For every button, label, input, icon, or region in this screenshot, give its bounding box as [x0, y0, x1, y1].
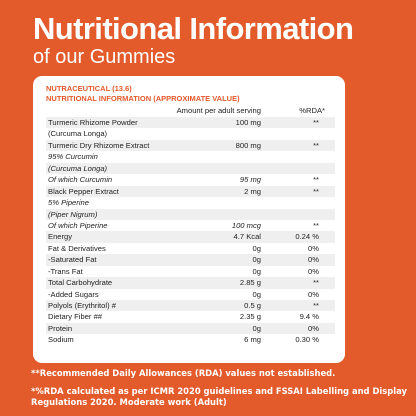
- table-row: 5% Piperine: [46, 197, 335, 208]
- row-label: Turmeric Rhizome Powder: [48, 118, 138, 127]
- row-label: Of which Curcumin: [48, 175, 113, 185]
- row-rda: 9.4 %: [299, 312, 319, 322]
- row-label: Total Carbohydrate: [48, 278, 113, 288]
- row-rda: 0%: [308, 266, 319, 276]
- table-row: Turmeric Dry Rhizome Extract 800 mg **: [46, 139, 335, 152]
- page-title: Nutritional Information: [33, 11, 354, 46]
- table-row: Polyols (Erythritol) # 0.5 g **: [46, 300, 335, 312]
- row-amount: 2.35 g: [239, 312, 261, 322]
- row-label: -Added Sugars: [48, 289, 99, 299]
- row-label: Fat & Derivatives: [48, 243, 106, 253]
- table-row: -Trans Fat 0g 0%: [46, 266, 335, 277]
- row-amount: 800 mg: [235, 140, 261, 150]
- row-amount: 0.5 g: [244, 301, 261, 310]
- row-label: -Trans Fat: [48, 266, 83, 276]
- column-header-amount: Amount per adult serving: [176, 106, 261, 115]
- table-row: (Curcuma Longa): [46, 162, 335, 175]
- row-amount: 2 mg: [244, 186, 261, 196]
- column-headers: Amount per adult serving %RDA*: [46, 106, 335, 117]
- footnote-rda-not-established: **Recommended Daily Allowances (RDA) val…: [31, 368, 336, 378]
- row-amount: 100 mcg: [231, 220, 261, 230]
- row-rda: **: [313, 140, 319, 150]
- table-row: Turmeric Rhizome Powder 100 mg **: [46, 117, 335, 129]
- row-rda: 0.30 %: [295, 335, 319, 345]
- row-label: Sodium: [48, 335, 74, 345]
- row-amount: 2.85 g: [239, 278, 261, 288]
- table-row: 95% Curcumin: [46, 151, 335, 162]
- row-label: (Piper Nigrum): [48, 209, 98, 219]
- row-amount: 100 mg: [235, 118, 261, 127]
- table-row: Of which Piperine 100 mcg **: [46, 220, 335, 231]
- row-label: Protein: [48, 323, 73, 333]
- row-amount: 4.7 Kcal: [233, 232, 261, 242]
- table-row: Of which Curcumin 95 mg **: [46, 174, 335, 185]
- row-rda: 0%: [308, 243, 319, 253]
- row-rda: **: [313, 175, 319, 185]
- table-row: Protein 0g 0%: [46, 322, 335, 335]
- row-rda: **: [313, 301, 319, 310]
- row-label: Energy: [48, 232, 73, 242]
- row-amount: 95 mg: [239, 175, 261, 185]
- row-rda: **: [313, 278, 319, 288]
- table-row: (Piper Nigrum): [46, 208, 335, 220]
- table-row: -Saturated Fat 0g 0%: [46, 254, 335, 266]
- column-header-rda: %RDA*: [299, 106, 325, 115]
- row-label: Polyols (Erythritol) #: [48, 301, 116, 310]
- page-heading: Nutritional Information of our Gummies: [33, 11, 354, 69]
- row-label: -Saturated Fat: [48, 255, 97, 265]
- table-row: Sodium 6 mg 0.30 %: [46, 334, 335, 345]
- nutrition-rows: Turmeric Rhizome Powder 100 mg ** (Curcuma …: [46, 117, 335, 346]
- table-row: Total Carbohydrate 2.85 g **: [46, 277, 335, 289]
- table-row: Black Pepper Extract 2 mg **: [46, 185, 335, 198]
- page-subtitle: of our Gummies: [33, 46, 176, 68]
- row-label: Dietary Fiber ##: [48, 312, 103, 322]
- table-row: Dietary Fiber ## 2.35 g 9.4 %: [46, 311, 335, 322]
- nutrition-table-card: NUTRACEUTICAL (13.6) NUTRITIONAL INFORMA…: [33, 76, 345, 363]
- row-label: Black Pepper Extract: [48, 186, 119, 196]
- row-rda: 0.24 %: [295, 232, 319, 242]
- footnotes: **Recommended Daily Allowances (RDA) val…: [31, 368, 411, 415]
- row-rda: **: [313, 118, 319, 127]
- table-row: Energy 4.7 Kcal 0.24 %: [46, 231, 335, 243]
- row-rda: **: [313, 220, 319, 230]
- row-amount: 6 mg: [244, 335, 261, 345]
- row-label: (Curcuma Longa): [48, 163, 108, 173]
- row-label: 5% Piperine: [48, 198, 89, 208]
- row-label: Of which Piperine: [48, 220, 108, 230]
- row-amount: 0g: [252, 243, 261, 253]
- table-row: (Curcuma Longa): [46, 128, 335, 139]
- footnote-rda-calculation: *%RDA calculated as per ICMR 2020 guidel…: [31, 385, 407, 408]
- row-amount: 0g: [252, 323, 261, 333]
- row-amount: 0g: [252, 255, 261, 265]
- row-label: (Curcuma Longa): [48, 129, 108, 139]
- row-rda: 0%: [308, 289, 319, 299]
- row-amount: 0g: [252, 266, 261, 276]
- table-row: Fat & Derivatives 0g 0%: [46, 243, 335, 254]
- table-row: -Added Sugars 0g 0%: [46, 289, 335, 300]
- table-heading: NUTRITIONAL INFORMATION (APPROXIMATE VAL…: [46, 94, 240, 103]
- row-label: Turmeric Dry Rhizome Extract: [48, 140, 150, 150]
- row-amount: 0g: [252, 289, 261, 299]
- row-rda: **: [313, 186, 319, 196]
- row-label: 95% Curcumin: [48, 152, 98, 162]
- table-category: NUTRACEUTICAL (13.6): [46, 84, 132, 93]
- row-rda: 0%: [308, 255, 319, 265]
- row-rda: 0%: [308, 323, 319, 333]
